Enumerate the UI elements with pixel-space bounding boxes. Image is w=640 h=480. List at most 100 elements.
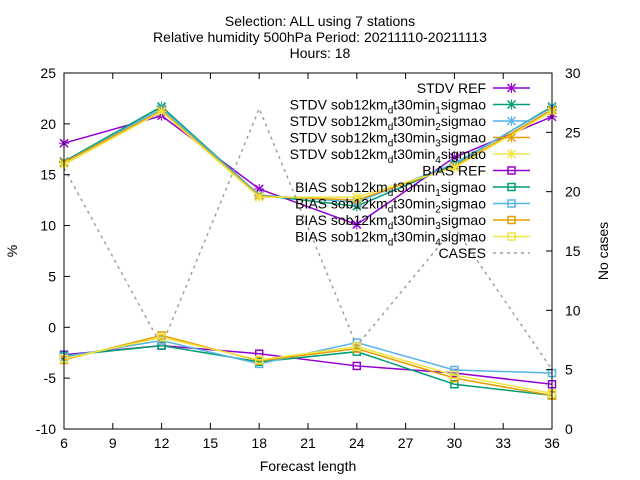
legend-label-part: sigmao bbox=[441, 97, 486, 113]
legend-entry: BIAS sob12kmdt30min2sigmao bbox=[295, 196, 530, 216]
legend-label-part: sigmao bbox=[441, 196, 486, 212]
x-tick-label: 15 bbox=[203, 435, 219, 451]
legend-label-subscript: d bbox=[388, 188, 394, 199]
title-line-1: Selection: ALL using 7 stations bbox=[225, 13, 415, 29]
legend-entry: BIAS sob12kmdt30min1sigmao bbox=[295, 179, 530, 199]
legend-marker bbox=[507, 182, 516, 192]
legend-label: BIAS sob12kmdt30min2sigmao bbox=[295, 196, 486, 216]
legend-label-part: t30min bbox=[393, 97, 435, 113]
legend-label-part: t30min bbox=[393, 130, 435, 146]
series-line bbox=[63, 106, 553, 371]
legend-label-subscript: d bbox=[388, 238, 394, 249]
legend-entry: STDV sob12kmdt30min4sigmao bbox=[290, 146, 530, 166]
legend-label: STDV sob12kmdt30min3sigmao bbox=[290, 130, 487, 150]
legend-label-subscript: 3 bbox=[435, 139, 441, 150]
legend-label-part: t30min bbox=[393, 196, 435, 212]
legend-label-subscript: 2 bbox=[435, 205, 441, 216]
data-point bbox=[352, 342, 362, 351]
legend-entry: STDV REF bbox=[417, 80, 530, 96]
legend-marker bbox=[506, 116, 517, 126]
x-tick-label: 18 bbox=[251, 435, 267, 451]
series-line bbox=[63, 344, 553, 397]
legend-label-part: t30min bbox=[393, 229, 435, 245]
title-line-2: Relative humidity 500hPa Period: 2021111… bbox=[153, 29, 487, 45]
legend-label-part: t30min bbox=[393, 212, 435, 228]
series bbox=[63, 106, 553, 371]
data-point bbox=[450, 370, 459, 380]
legend-label-part: STDV sob12km bbox=[290, 146, 388, 162]
legend-marker bbox=[507, 215, 516, 225]
legend-label-part: sigmao bbox=[441, 113, 486, 129]
y-tick-label: 25 bbox=[40, 65, 56, 81]
data-point bbox=[157, 341, 166, 350]
chart-title: Selection: ALL using 7 stations Relative… bbox=[153, 13, 487, 61]
legend-label-part: BIAS sob12km bbox=[295, 179, 388, 195]
legend-label-subscript: 2 bbox=[435, 122, 441, 133]
legend-label-part: sigmao bbox=[441, 146, 486, 162]
y2-axis-label: No cases bbox=[595, 222, 611, 280]
legend-label-part: BIAS REF bbox=[422, 163, 486, 179]
x-tick-label: 21 bbox=[300, 435, 316, 451]
series-line bbox=[63, 108, 553, 201]
series-layer bbox=[59, 101, 557, 400]
legend-label: BIAS sob12kmdt30min3sigmao bbox=[295, 212, 486, 232]
data-point bbox=[352, 361, 362, 371]
x-tick-label: 27 bbox=[398, 435, 414, 451]
series-line bbox=[63, 336, 553, 395]
legend-label: BIAS sob12kmdt30min1sigmao bbox=[295, 179, 486, 199]
legend-label-part: BIAS sob12km bbox=[295, 196, 388, 212]
legend-label-subscript: 4 bbox=[435, 238, 441, 249]
legend-marker bbox=[506, 99, 517, 110]
legend-label-subscript: d bbox=[388, 139, 394, 150]
legend-marker bbox=[506, 132, 517, 143]
legend-label-part: BIAS sob12km bbox=[295, 212, 388, 228]
x-tick-label: 12 bbox=[154, 435, 170, 451]
legend-label: BIAS sob12kmdt30min4sigmao bbox=[295, 229, 486, 249]
legend-entry: STDV sob12kmdt30min1sigmao bbox=[290, 97, 530, 117]
data-point bbox=[449, 162, 460, 173]
legend-marker bbox=[506, 149, 517, 159]
legend-entry: BIAS sob12kmdt30min3sigmao bbox=[295, 212, 530, 232]
y-tick-label: 15 bbox=[40, 167, 56, 183]
legend-entry: BIAS REF bbox=[422, 163, 530, 179]
legend-entry: STDV sob12kmdt30min3sigmao bbox=[290, 130, 530, 150]
x-tick-label: 30 bbox=[447, 435, 463, 451]
legend-label-subscript: d bbox=[388, 205, 394, 216]
data-point bbox=[156, 106, 167, 117]
legend-label: STDV sob12kmdt30min1sigmao bbox=[290, 97, 487, 117]
series-line bbox=[63, 334, 553, 397]
legend-label-subscript: 1 bbox=[435, 106, 441, 117]
legend-label-part: t30min bbox=[393, 179, 435, 195]
y-axis-label: % bbox=[4, 245, 20, 257]
data-point bbox=[351, 192, 362, 203]
y-tick-label: -10 bbox=[36, 421, 56, 437]
legend-entry: CASES bbox=[439, 245, 530, 261]
legend-entry: STDV sob12kmdt30min2sigmao bbox=[290, 113, 530, 133]
y2-tick-label: 25 bbox=[565, 124, 581, 140]
x-tick-label: 9 bbox=[109, 435, 117, 451]
legend-label: CASES bbox=[439, 245, 486, 261]
y-tick-label: -5 bbox=[44, 370, 57, 386]
legend-label-subscript: d bbox=[388, 155, 394, 166]
legend-label-part: sigmao bbox=[441, 212, 486, 228]
legend-label-part: t30min bbox=[393, 113, 435, 129]
y-tick-label: 5 bbox=[48, 268, 56, 284]
legend-label: STDV sob12kmdt30min2sigmao bbox=[290, 113, 487, 133]
y2-tick-label: 15 bbox=[565, 243, 581, 259]
title-line-3: Hours: 18 bbox=[290, 45, 351, 61]
x-axis-label: Forecast length bbox=[260, 458, 357, 474]
legend-label-part: STDV sob12km bbox=[290, 113, 388, 129]
legend-label-subscript: 4 bbox=[435, 155, 441, 166]
y2-tick-label: 10 bbox=[565, 302, 581, 318]
series-line bbox=[63, 110, 553, 198]
data-point bbox=[254, 192, 265, 203]
legend-label-part: t30min bbox=[393, 146, 435, 162]
legend-label: STDV REF bbox=[417, 80, 486, 96]
legend-label-part: sigmao bbox=[441, 179, 486, 195]
legend-label-subscript: 3 bbox=[435, 221, 441, 232]
legend-marker bbox=[507, 199, 516, 208]
series-line bbox=[63, 344, 553, 385]
legend-entry: BIAS sob12kmdt30min4sigmao bbox=[295, 229, 530, 249]
